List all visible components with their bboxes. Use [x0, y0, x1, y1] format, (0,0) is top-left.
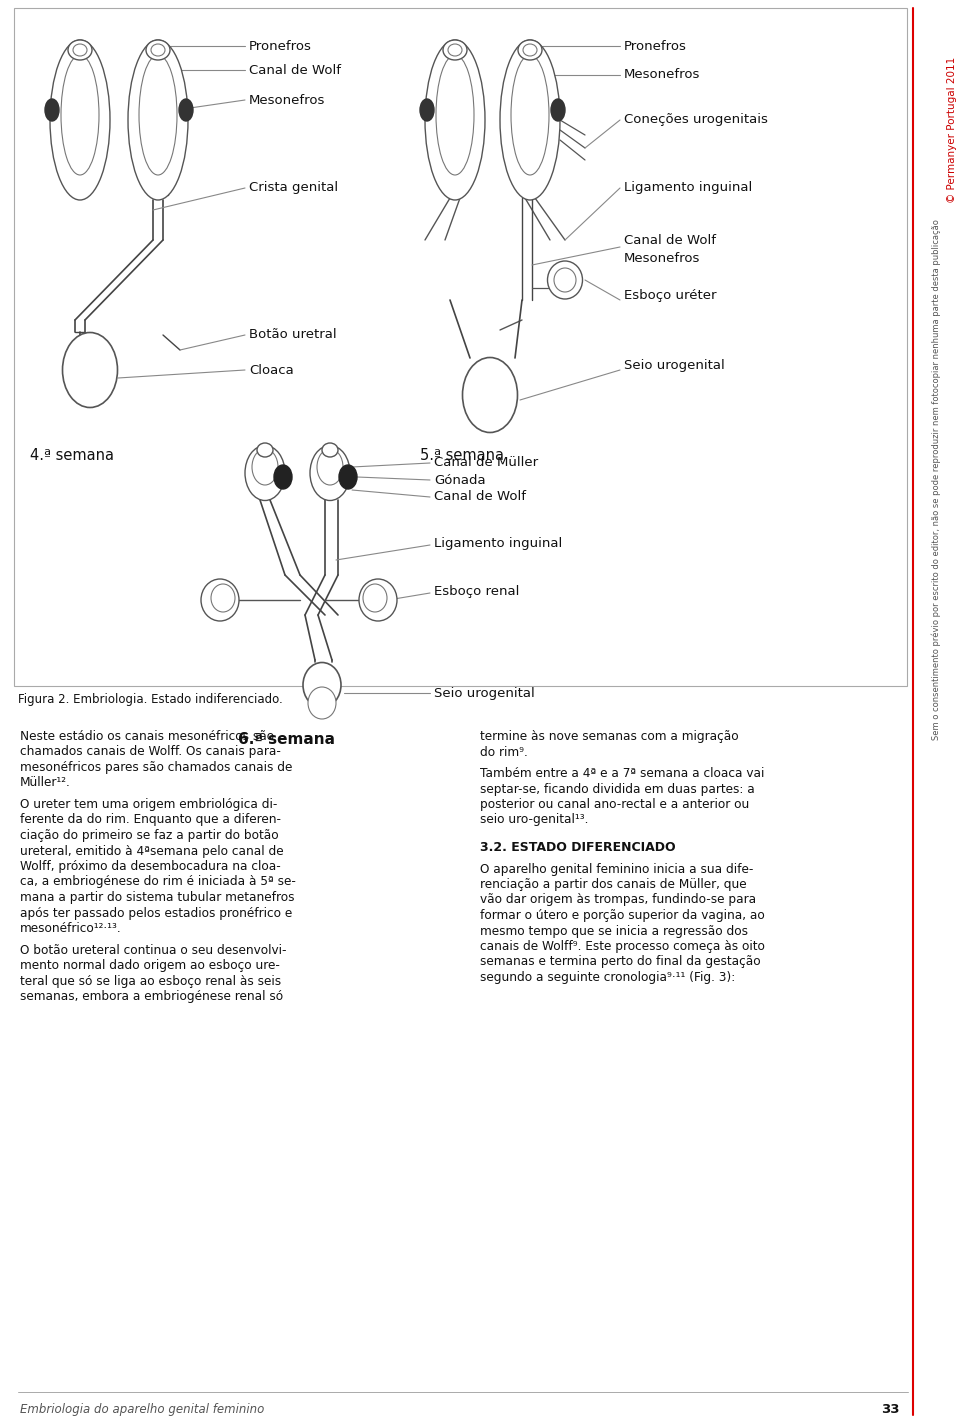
Text: ciação do primeiro se faz a partir do botão: ciação do primeiro se faz a partir do bo…	[20, 830, 278, 842]
Ellipse shape	[420, 100, 434, 121]
Text: canais de Wolff⁹. Este processo começa às oito: canais de Wolff⁹. Este processo começa à…	[480, 941, 765, 953]
Text: mento normal dado origem ao esboço ure-: mento normal dado origem ao esboço ure-	[20, 959, 280, 972]
Text: semanas, embora a embriogénese renal só: semanas, embora a embriogénese renal só	[20, 990, 283, 1003]
Text: Ligamento inguinal: Ligamento inguinal	[624, 182, 753, 195]
Ellipse shape	[322, 443, 338, 457]
Text: formar o útero e porção superior da vagina, ao: formar o útero e porção superior da vagi…	[480, 909, 765, 922]
Text: Mesonefros: Mesonefros	[624, 68, 701, 81]
Ellipse shape	[61, 55, 99, 175]
Text: Pronefros: Pronefros	[249, 40, 312, 53]
Text: Canal de Wolf: Canal de Wolf	[624, 233, 716, 246]
Text: ureteral, emitido à 4ªsemana pelo canal de: ureteral, emitido à 4ªsemana pelo canal …	[20, 844, 283, 858]
Ellipse shape	[252, 450, 278, 485]
Text: Também entre a 4ª e a 7ª semana a cloaca vai: Também entre a 4ª e a 7ª semana a cloaca…	[480, 767, 764, 780]
Text: ferente da do rim. Enquanto que a diferen-: ferente da do rim. Enquanto que a difere…	[20, 814, 281, 827]
Ellipse shape	[211, 583, 235, 612]
Text: 33: 33	[881, 1403, 900, 1416]
Text: 6.ª semana: 6.ª semana	[238, 733, 335, 747]
Text: Ligamento inguinal: Ligamento inguinal	[434, 536, 563, 549]
Ellipse shape	[62, 333, 117, 407]
Text: Neste estádio os canais mesonéfricos são: Neste estádio os canais mesonéfricos são	[20, 730, 275, 743]
Text: ca, a embriogénese do rim é iniciada à 5ª se-: ca, a embriogénese do rim é iniciada à 5…	[20, 875, 296, 888]
Ellipse shape	[201, 579, 239, 620]
Text: teral que só se liga ao esboço renal às seis: teral que só se liga ao esboço renal às …	[20, 975, 281, 988]
Text: 3.2. ESTADO DIFERENCIADO: 3.2. ESTADO DIFERENCIADO	[480, 841, 676, 854]
Text: Botão uretral: Botão uretral	[249, 329, 337, 342]
Ellipse shape	[511, 55, 549, 175]
Ellipse shape	[523, 44, 537, 55]
Text: Cloaca: Cloaca	[249, 363, 294, 377]
Text: vão dar origem às trompas, fundindo-se para: vão dar origem às trompas, fundindo-se p…	[480, 894, 756, 906]
Text: Gónada: Gónada	[434, 474, 486, 487]
Text: mesmo tempo que se inicia a regressão dos: mesmo tempo que se inicia a regressão do…	[480, 925, 748, 938]
Text: Esboço uréter: Esboço uréter	[624, 289, 716, 302]
Text: chamados canais de Wolff. Os canais para-: chamados canais de Wolff. Os canais para…	[20, 746, 281, 758]
Ellipse shape	[257, 443, 273, 457]
Text: Canal de Wolf: Canal de Wolf	[249, 64, 341, 77]
Ellipse shape	[308, 687, 336, 719]
Text: mesonéfricos pares são chamados canais de: mesonéfricos pares são chamados canais d…	[20, 761, 293, 774]
Text: O aparelho genital feminino inicia a sua dife-: O aparelho genital feminino inicia a sua…	[480, 862, 754, 875]
Text: posterior ou canal ano-rectal e a anterior ou: posterior ou canal ano-rectal e a anteri…	[480, 798, 749, 811]
Text: Figura 2. Embriologia. Estado indiferenciado.: Figura 2. Embriologia. Estado indiferenc…	[18, 693, 283, 706]
Text: semanas e termina perto do final da gestação: semanas e termina perto do final da gest…	[480, 955, 760, 969]
Ellipse shape	[128, 40, 188, 201]
Text: septar-se, ficando dividida em duas partes: a: septar-se, ficando dividida em duas part…	[480, 783, 755, 795]
Ellipse shape	[547, 260, 583, 299]
Ellipse shape	[245, 445, 285, 501]
Ellipse shape	[500, 40, 560, 201]
Text: seio uro-genital¹³.: seio uro-genital¹³.	[480, 814, 588, 827]
Ellipse shape	[303, 663, 341, 707]
Text: mesonéfrico¹²·¹³.: mesonéfrico¹²·¹³.	[20, 922, 122, 935]
Text: Pronefros: Pronefros	[624, 40, 686, 53]
Text: Embriologia do aparelho genital feminino: Embriologia do aparelho genital feminino	[20, 1403, 264, 1416]
Text: mana a partir do sistema tubular metanefros: mana a partir do sistema tubular metanef…	[20, 891, 295, 904]
Ellipse shape	[363, 583, 387, 612]
Text: O ureter tem uma origem embriológica di-: O ureter tem uma origem embriológica di-	[20, 798, 277, 811]
Ellipse shape	[68, 40, 92, 60]
Text: Crista genital: Crista genital	[249, 182, 338, 195]
Ellipse shape	[359, 579, 397, 620]
Ellipse shape	[463, 357, 517, 433]
Ellipse shape	[139, 55, 177, 175]
Ellipse shape	[425, 40, 485, 201]
Text: © Permanyer Portugal 2011: © Permanyer Portugal 2011	[947, 57, 957, 203]
Ellipse shape	[554, 268, 576, 292]
Text: Mesonefros: Mesonefros	[624, 252, 701, 265]
Text: 5.ª semana: 5.ª semana	[420, 447, 504, 462]
Ellipse shape	[146, 40, 170, 60]
Ellipse shape	[448, 44, 462, 55]
Ellipse shape	[73, 44, 87, 55]
Text: Müller¹².: Müller¹².	[20, 777, 71, 790]
Text: Coneções urogenitais: Coneções urogenitais	[624, 114, 768, 127]
Text: renciação a partir dos canais de Müller, que: renciação a partir dos canais de Müller,…	[480, 878, 747, 891]
Ellipse shape	[443, 40, 467, 60]
Text: do rim⁹.: do rim⁹.	[480, 746, 528, 758]
Ellipse shape	[274, 465, 292, 490]
Text: termine às nove semanas com a migração: termine às nove semanas com a migração	[480, 730, 738, 743]
Text: O botão ureteral continua o seu desenvolvi-: O botão ureteral continua o seu desenvol…	[20, 943, 286, 956]
Text: Sem o consentimento prévio por escrito do editor, não se pode reproduzir nem fot: Sem o consentimento prévio por escrito d…	[931, 219, 941, 740]
Text: Esboço renal: Esboço renal	[434, 585, 519, 598]
Text: Wolff, próximo da desembocadura na cloa-: Wolff, próximo da desembocadura na cloa-	[20, 859, 280, 872]
Text: após ter passado pelos estadios pronéfrico e: após ter passado pelos estadios pronéfri…	[20, 906, 292, 919]
Bar	[14, 9, 907, 686]
Ellipse shape	[317, 450, 343, 485]
Text: 4.ª semana: 4.ª semana	[30, 447, 114, 462]
Ellipse shape	[50, 40, 110, 201]
Ellipse shape	[436, 55, 474, 175]
Ellipse shape	[551, 100, 565, 121]
Ellipse shape	[179, 100, 193, 121]
Text: Seio urogenital: Seio urogenital	[434, 686, 535, 700]
Ellipse shape	[310, 445, 350, 501]
Text: Seio urogenital: Seio urogenital	[624, 359, 725, 371]
Ellipse shape	[518, 40, 542, 60]
Text: Mesonefros: Mesonefros	[249, 94, 325, 107]
Ellipse shape	[339, 465, 357, 490]
Text: Canal de Müller: Canal de Müller	[434, 457, 539, 470]
Text: segundo a seguinte cronologia⁹·¹¹ (Fig. 3):: segundo a seguinte cronologia⁹·¹¹ (Fig. …	[480, 970, 735, 983]
Ellipse shape	[45, 100, 59, 121]
Text: Canal de Wolf: Canal de Wolf	[434, 491, 526, 504]
Ellipse shape	[151, 44, 165, 55]
